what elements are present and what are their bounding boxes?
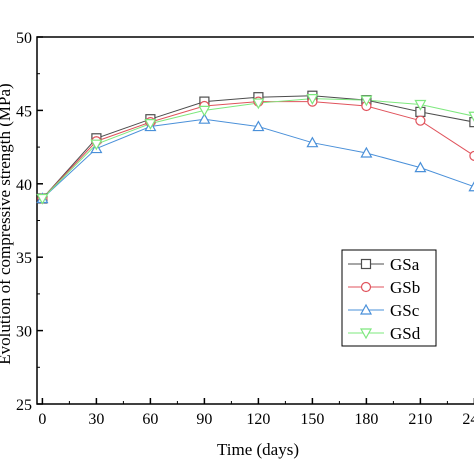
x-tick-label: 150 [300, 411, 324, 428]
legend-marker-gsc [359, 303, 373, 315]
data-point-gsd [90, 139, 103, 151]
y-axis-label: Evolution of compressive strength (MPa) [0, 83, 14, 364]
plot-area: 25 30 35 40 45 50 0 30 60 90 120 150 180 210 240 GSa GSb… [16, 30, 474, 428]
data-point-gsd [414, 99, 427, 111]
data-point-gsc [468, 181, 474, 192]
data-point-gsd [144, 119, 157, 130]
y-tick-label: 50 [16, 30, 32, 47]
y-tick-label: 35 [16, 250, 32, 267]
x-tick-label: 120 [246, 411, 270, 428]
data-point-gsd [252, 98, 265, 110]
legend-marker-gsa [360, 258, 372, 270]
data-point-gsd [306, 94, 319, 105]
x-tick-label: 30 [88, 411, 104, 428]
data-point-gsc [360, 146, 373, 158]
y-tick-label: 30 [16, 324, 32, 341]
data-point-gsb [469, 150, 474, 161]
data-point-gsd [360, 95, 373, 107]
legend-marker-gsd [359, 328, 373, 340]
x-tick-label: 0 [38, 411, 46, 428]
legend-label-gsc: GSc [390, 301, 420, 320]
legend-marker-gsb [360, 281, 372, 293]
data-point-gsb [415, 115, 426, 126]
x-axis-label: Time (days) [217, 440, 299, 459]
x-tick-label: 180 [354, 411, 378, 428]
data-point-gsc [252, 120, 265, 132]
data-point-gsd [36, 193, 49, 205]
y-tick-label: 45 [16, 103, 32, 120]
y-tick-label: 25 [16, 397, 32, 414]
y-tick-label: 40 [16, 177, 32, 194]
x-tick-label: 60 [142, 411, 158, 428]
x-tick-label: 210 [408, 411, 432, 428]
data-point-gsd [468, 111, 474, 122]
data-point-gsc [198, 112, 211, 124]
legend-box [341, 249, 437, 347]
data-point-gsa [469, 117, 474, 128]
x-tick-label: 90 [196, 411, 212, 428]
legend-label-gsb: GSb [390, 278, 420, 297]
data-point-gsd [198, 105, 211, 117]
x-tick-label: 240 [462, 411, 474, 428]
legend-label-gsd: GSd [390, 324, 421, 343]
data-point-gsc [306, 136, 319, 148]
legend-label-gsa: GSa [390, 255, 420, 274]
data-point-gsc [414, 161, 427, 173]
